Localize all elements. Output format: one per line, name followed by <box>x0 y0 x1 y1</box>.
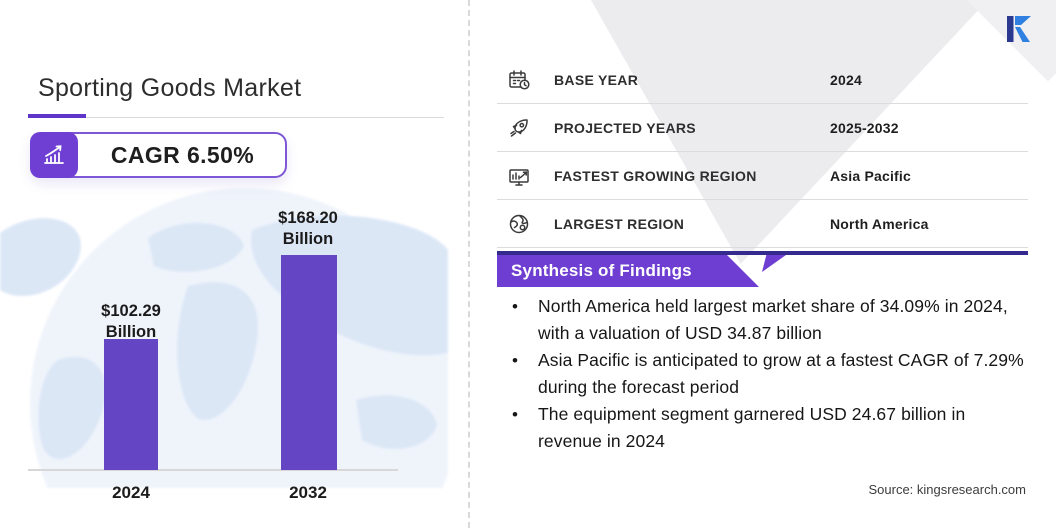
fact-row-fastest-growing-region: FASTEST GROWING REGION Asia Pacific <box>497 152 1028 200</box>
rocket-icon <box>510 118 528 137</box>
fact-label: LARGEST REGION <box>554 215 685 232</box>
bar-category-label: 2032 <box>289 483 327 502</box>
chart-baseline <box>28 469 398 471</box>
fact-label: PROJECTED YEARS <box>554 119 696 136</box>
cagr-badge: CAGR 6.50% <box>30 132 287 178</box>
synthesis-bullet: North America held largest market share … <box>497 293 1030 347</box>
fact-label: BASE YEAR <box>554 71 639 88</box>
bar-2032 <box>281 255 337 470</box>
globe-icon <box>509 214 529 233</box>
kingsresearch-logo-icon <box>1007 16 1031 42</box>
fact-value: Asia Pacific <box>830 167 911 184</box>
cagr-value: CAGR 6.50% <box>110 141 255 168</box>
synthesis-heading: Synthesis of Findings <box>511 261 692 280</box>
section-divider <box>468 0 470 528</box>
synthesis-bullet-list: North America held largest market share … <box>497 293 1030 455</box>
bar-value-label: $168.20 Billion <box>278 209 338 248</box>
synthesis-bullet: The equipment segment garnered USD 24.67… <box>497 401 1030 455</box>
synthesis-bullet: Asia Pacific is anticipated to grow at a… <box>497 347 1030 401</box>
fact-row-projected-years: PROJECTED YEARS 2025-2032 <box>497 104 1028 152</box>
calendar-clock-icon <box>509 69 530 90</box>
fact-value: 2025-2032 <box>830 119 899 136</box>
synthesis-banner-accent <box>762 255 786 272</box>
title-accent-bar <box>28 114 86 118</box>
source-attribution: Source: kingsresearch.com <box>868 482 1026 497</box>
growth-chart-icon <box>509 168 529 186</box>
bar-category-label: 2024 <box>112 483 150 502</box>
fact-label: FASTEST GROWING REGION <box>554 167 757 184</box>
key-facts-table: BASE YEAR 2024 PROJECTED YEARS 2025-2032 <box>497 56 1028 248</box>
growth-bars-icon <box>44 145 64 164</box>
bar-2024 <box>104 339 158 470</box>
synthesis-topline <box>497 251 1028 255</box>
title-underline <box>28 117 444 118</box>
page-title: Sporting Goods Market <box>38 74 302 102</box>
fact-value: North America <box>830 215 929 232</box>
bar-value-label: $102.29 Billion <box>101 302 161 341</box>
fact-row-base-year: BASE YEAR 2024 <box>497 56 1028 104</box>
fact-value: 2024 <box>830 71 862 88</box>
fact-row-largest-region: LARGEST REGION North America <box>497 200 1028 248</box>
cagr-iconbox <box>30 132 78 178</box>
synthesis-banner: Synthesis of Findings <box>497 255 759 287</box>
